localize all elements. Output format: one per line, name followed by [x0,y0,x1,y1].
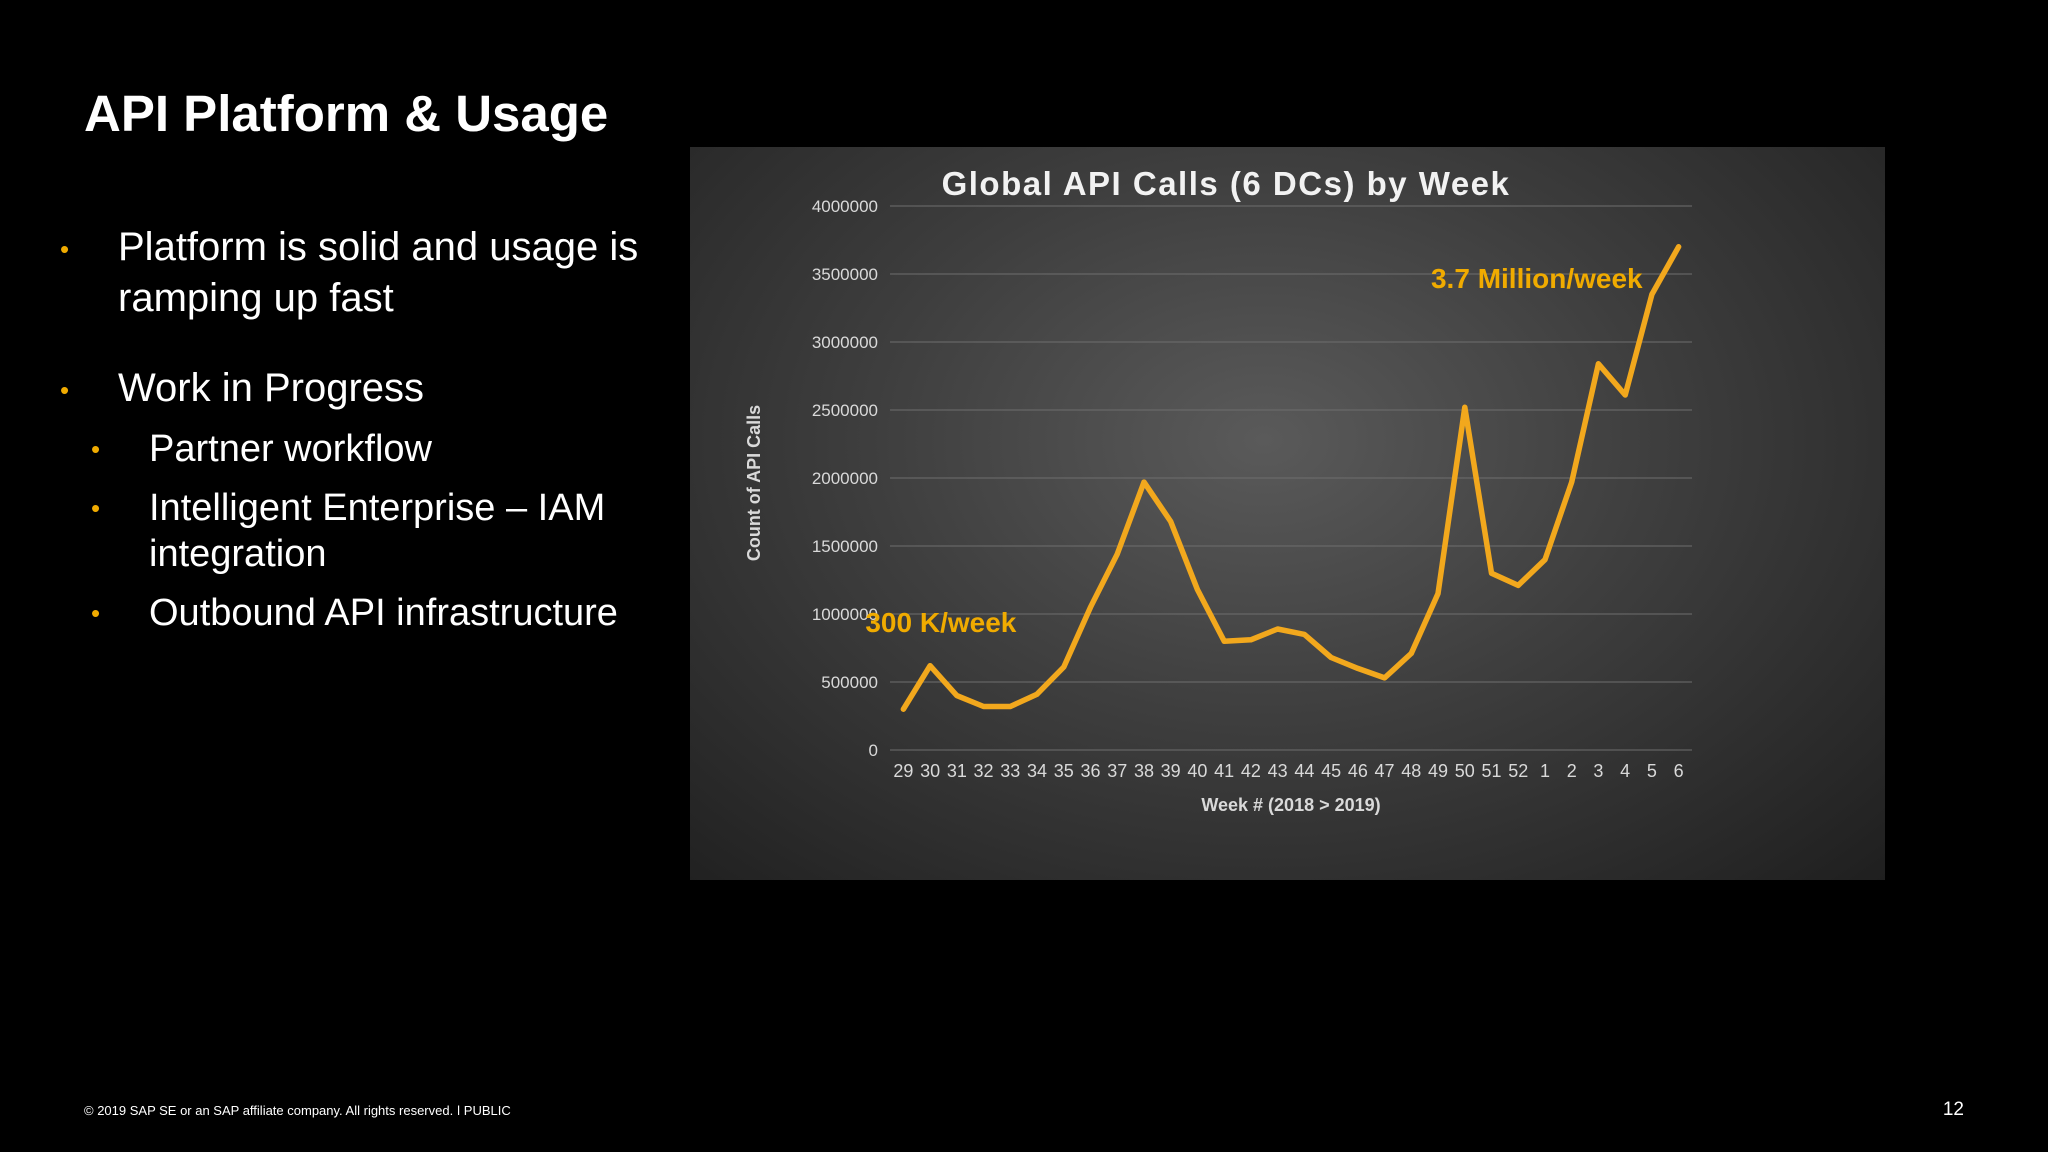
y-tick-label: 3500000 [812,265,878,284]
data-point [1489,570,1494,576]
sub-bullet-partner-workflow: • Partner workflow [91,426,669,472]
bullet-dot: • [91,493,101,523]
bullet-list: • Platform is solid and usage is ramping… [0,0,680,700]
x-tick-label: 35 [1054,761,1074,781]
line-chart: Global API Calls (6 DCs) by Week 0 500000 1… [744,165,1692,815]
bullet-text: Outbound API infrastructure [149,592,618,634]
bullet-work-in-progress: • Work in Progress [60,363,678,414]
data-point [1462,404,1468,410]
data-point [1088,604,1093,610]
footer-copyright: © 2019 SAP SE or an SAP affiliate compan… [84,1103,511,1118]
bullet-dot: • [60,375,70,405]
data-point [1275,626,1281,632]
x-axis-label: Week # (2018 > 2019) [1201,795,1380,815]
y-tick-label: 500000 [821,673,878,692]
data-point [1542,557,1548,563]
y-axis-label: Count of API Calls [744,405,764,561]
bullet-text: Platform is solid and usage is ramping u… [118,225,639,320]
data-point [981,703,987,709]
x-tick-label: 36 [1080,761,1100,781]
data-point [1515,582,1521,588]
data-point [1676,244,1682,250]
data-point [1595,361,1601,367]
data-point [1328,655,1334,661]
x-tick-label: 42 [1241,761,1261,781]
data-point [1034,691,1040,697]
data-point [1248,637,1254,643]
data-point [1061,664,1067,670]
x-tick-label: 45 [1321,761,1341,781]
data-point [900,706,906,712]
x-tick-label: 6 [1674,761,1684,781]
x-tick-label: 44 [1294,761,1314,781]
x-tick-label: 50 [1455,761,1475,781]
x-tick-label: 32 [974,761,994,781]
x-tick-label: 52 [1508,761,1528,781]
data-point [1435,591,1441,597]
x-tick-label: 41 [1214,761,1234,781]
x-tick-label: 43 [1268,761,1288,781]
x-tick-label: 40 [1187,761,1207,781]
data-point [1622,392,1628,398]
bullet-text: Intelligent Enterprise – IAM integration [149,487,606,575]
y-tick-label: 1000000 [812,605,878,624]
slide-title: API Platform & Usage [84,85,609,142]
x-tick-label: 39 [1161,761,1181,781]
annotation-label: 3.7 Million/week [1431,263,1643,294]
data-point [1114,551,1120,557]
x-tick-label: 51 [1481,761,1501,781]
bullet-text: Partner workflow [149,428,432,470]
x-tick-label: 34 [1027,761,1047,781]
x-tick-label: 47 [1375,761,1395,781]
chart-panel: Global API Calls (6 DCs) by Week 0 500000 1… [690,147,1885,880]
y-tick-label: 2000000 [812,469,878,488]
data-point [1569,479,1575,485]
x-tick-label: 33 [1000,761,1020,781]
data-point [1408,650,1414,656]
bullet-dot: • [91,434,101,464]
annotation-label: 300 K/week [865,607,1016,638]
x-tick-label: 37 [1107,761,1127,781]
data-point [1355,665,1361,671]
sub-bullet-iam-integration: • Intelligent Enterprise – IAM integrati… [91,485,669,577]
x-tick-label: 1 [1540,761,1550,781]
x-tick-label: 30 [920,761,940,781]
data-point [1221,638,1227,644]
x-tick-label: 46 [1348,761,1368,781]
bullet-text: Work in Progress [118,366,425,410]
x-tick-label: 49 [1428,761,1448,781]
y-tick-label: 4000000 [812,197,878,216]
x-tick-label: 3 [1593,761,1603,781]
data-point [1194,587,1200,593]
x-tick-label: 29 [893,761,913,781]
y-tick-label: 3000000 [812,333,878,352]
x-tick-label: 31 [947,761,967,781]
x-tick-label: 4 [1620,761,1630,781]
bullet-dot: • [60,234,70,264]
data-point [927,663,933,669]
sub-bullet-outbound-api: • Outbound API infrastructure [91,590,669,636]
bullet-platform: • Platform is solid and usage is ramping… [60,222,678,324]
data-point [1301,631,1307,637]
data-point [954,693,960,699]
x-tick-label: 38 [1134,761,1154,781]
x-tick-label: 48 [1401,761,1421,781]
chart-title: Global API Calls (6 DCs) by Week [942,165,1511,202]
data-point [1141,479,1147,485]
series-line [900,244,1682,712]
x-tick-label: 5 [1647,761,1657,781]
page-number: 12 [1942,1099,1964,1120]
y-tick-label: 1500000 [812,537,878,556]
data-point [1382,675,1388,681]
data-point [1649,291,1655,297]
bullet-dot: • [91,598,101,628]
data-point [1007,703,1013,709]
data-point [1168,519,1174,525]
x-tick-label: 2 [1567,761,1577,781]
y-tick-label: 2500000 [812,401,878,420]
y-tick-label: 0 [869,741,878,760]
